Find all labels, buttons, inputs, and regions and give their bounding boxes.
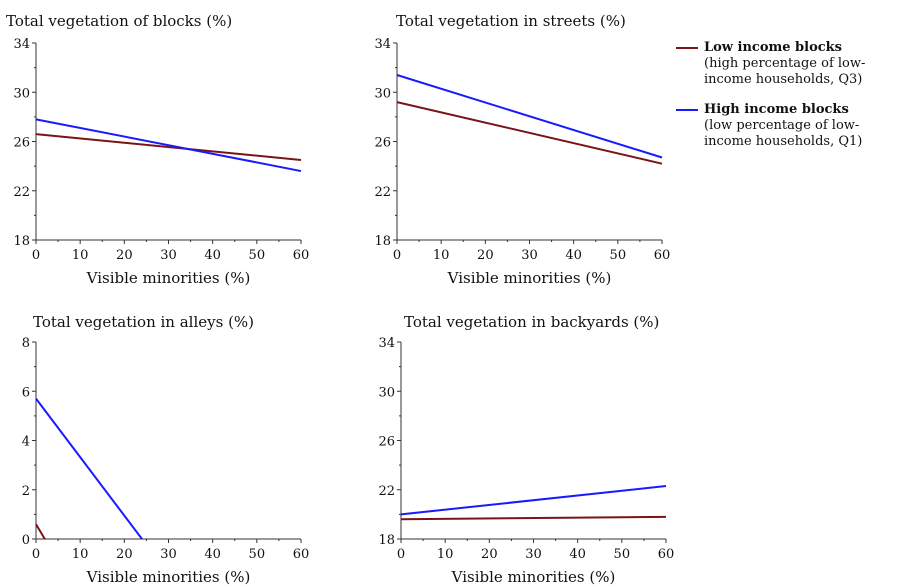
x-tick-label: 20 (477, 248, 494, 263)
series-line-high-income-streets (396, 74, 663, 159)
x-tick-label: 60 (293, 547, 310, 562)
x-tick-label: 30 (521, 248, 538, 263)
series-line-low-income-backyards (400, 515, 667, 521)
y-tick-label: 22 (378, 484, 395, 499)
series-line-high-income-backyards (400, 485, 667, 516)
y-tick-label: 22 (13, 185, 30, 200)
panel-title-backyards: Total vegetation in backyards (%) (404, 313, 659, 331)
y-tick-label: 4 (22, 435, 30, 450)
series-line-high-income-alleys (35, 398, 143, 540)
panel-backyards: Total vegetation in backyards (%) 18 22 26 3… (378, 313, 674, 586)
x-tick-label: 20 (116, 248, 133, 263)
series-line-low-income-streets (396, 101, 663, 165)
y-tick-label: 6 (22, 385, 30, 400)
y-tick-label: 34 (13, 37, 30, 52)
x-tick-label: 60 (658, 547, 675, 562)
series-line-high-income-blocks (35, 118, 302, 173)
legend: Low income blocks (high percentage of lo… (676, 40, 906, 164)
x-tick-label: 50 (249, 547, 266, 562)
x-tick-label: 40 (565, 248, 582, 263)
panel-title-streets: Total vegetation in streets (%) (396, 12, 626, 30)
legend-entry-high-income: High income blocks (low percentage of lo… (676, 102, 906, 150)
y-tick-label: 8 (22, 336, 30, 351)
y-tick-label: 22 (374, 185, 391, 200)
panel-title-blocks: Total vegetation of blocks (%) (6, 12, 232, 30)
x-tick-label: 50 (249, 248, 266, 263)
y-tick-label: 0 (22, 533, 30, 548)
y-tick-label: 26 (13, 136, 30, 151)
x-axis-label-alleys: Visible minorities (%) (86, 568, 251, 586)
x-tick-label: 0 (393, 248, 401, 263)
legend-swatch-low-income (676, 47, 698, 49)
x-tick-label: 10 (437, 547, 454, 562)
x-tick-label: 60 (293, 248, 310, 263)
y-tick-label: 18 (378, 533, 395, 548)
x-tick-label: 50 (614, 547, 631, 562)
x-tick-label: 10 (72, 248, 89, 263)
series-line-low-income-blocks (35, 133, 302, 161)
x-tick-label: 10 (433, 248, 450, 263)
x-tick-label: 50 (610, 248, 627, 263)
y-tick-label: 26 (374, 136, 391, 151)
panel-blocks: Total vegetation of blocks (%) 18 22 26 30 34… (6, 12, 309, 287)
panel-alleys: Total vegetation in alleys (%) 0 2 4 6 8 0 10 20… (22, 313, 310, 586)
y-tick-label: 18 (374, 234, 391, 249)
panel-streets: Total vegetation in streets (%) 18 22 26 30 3… (374, 12, 670, 287)
x-axis-label-backyards: Visible minorities (%) (451, 568, 616, 586)
legend-desc-high-income: (low percentage of low-income households… (704, 118, 863, 149)
legend-desc-low-income: (high percentage of low-income household… (704, 56, 866, 87)
x-tick-label: 0 (32, 547, 40, 562)
legend-label-high-income: High income blocks (704, 102, 849, 117)
y-tick-label: 30 (13, 86, 30, 101)
x-tick-label: 30 (525, 547, 542, 562)
y-tick-label: 30 (374, 86, 391, 101)
x-tick-label: 40 (569, 547, 586, 562)
x-tick-label: 40 (204, 547, 221, 562)
x-tick-label: 20 (481, 547, 498, 562)
y-tick-label: 34 (378, 336, 395, 351)
y-tick-label: 30 (378, 385, 395, 400)
x-tick-label: 0 (397, 547, 405, 562)
x-tick-label: 40 (204, 248, 221, 263)
y-tick-label: 34 (374, 37, 391, 52)
x-tick-label: 0 (32, 248, 40, 263)
x-tick-label: 10 (72, 547, 89, 562)
x-tick-label: 20 (116, 547, 133, 562)
x-tick-label: 30 (160, 248, 177, 263)
x-tick-label: 60 (654, 248, 671, 263)
legend-swatch-high-income (676, 109, 698, 111)
y-tick-label: 2 (22, 484, 30, 499)
panel-title-alleys: Total vegetation in alleys (%) (33, 313, 254, 331)
x-tick-label: 30 (160, 547, 177, 562)
x-axis-label-streets: Visible minorities (%) (447, 269, 612, 287)
legend-entry-low-income: Low income blocks (high percentage of lo… (676, 40, 906, 88)
y-tick-label: 26 (378, 435, 395, 450)
y-tick-label: 18 (13, 234, 30, 249)
x-axis-label-blocks: Visible minorities (%) (86, 269, 251, 287)
series-line-low-income-alleys (35, 523, 46, 540)
legend-label-low-income: Low income blocks (704, 40, 842, 55)
